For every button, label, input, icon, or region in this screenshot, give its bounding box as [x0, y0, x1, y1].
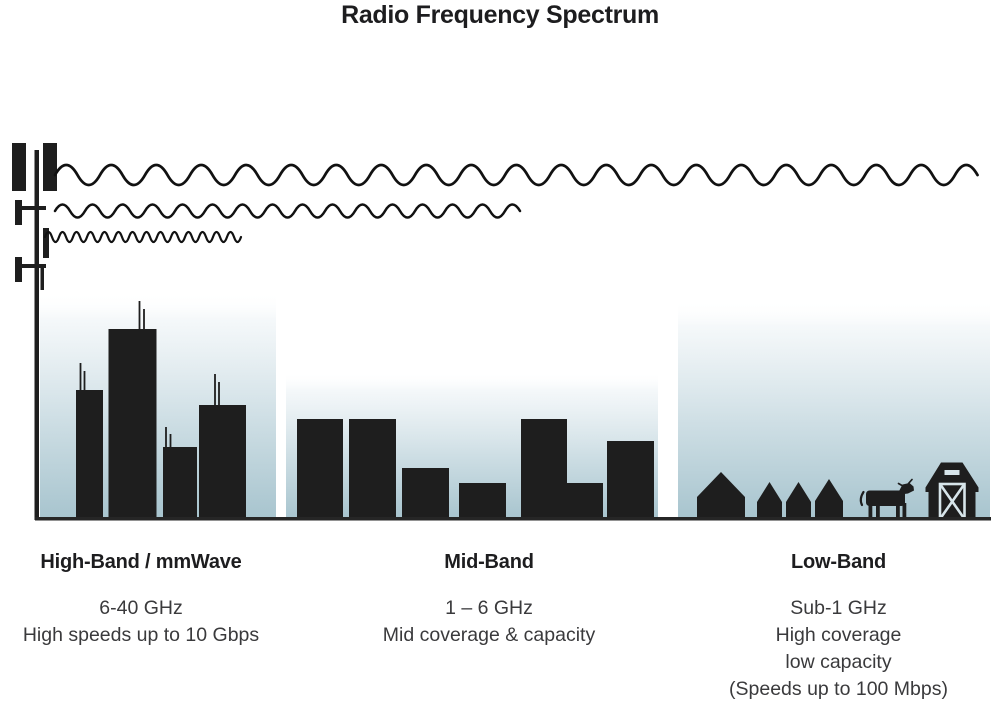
house-icon: [815, 479, 843, 520]
house-icon: [757, 482, 782, 520]
rooftop-antennas: [79, 301, 220, 448]
house-icon: [786, 482, 811, 520]
high-band-frequency: 6-40 GHz: [99, 597, 183, 619]
building: [521, 419, 567, 520]
tower-crossarm: [17, 264, 46, 268]
tower-crossarm: [17, 206, 46, 210]
antenna-panel: [12, 143, 26, 191]
antenna-panel: [43, 143, 57, 191]
building: [349, 419, 396, 520]
building: [297, 419, 343, 520]
mid-band-heading: Mid-Band: [444, 551, 534, 573]
skyscraper: [163, 447, 197, 520]
tower-mast: [34, 150, 39, 520]
building: [402, 468, 449, 520]
city-skyline: [76, 301, 246, 520]
low-band-heading: Low-Band: [790, 551, 887, 573]
building: [607, 441, 654, 520]
high-band-description: High speeds up to 10 Gbps: [22, 624, 260, 646]
low-band-description-2: low capacity: [785, 651, 892, 673]
ground-line: [35, 517, 991, 521]
midband-buildings: [297, 419, 654, 520]
antenna-panel-small: [15, 200, 22, 225]
cow-icon: [859, 478, 914, 520]
barn-loft-vent: [944, 470, 960, 475]
tower-stub: [40, 268, 44, 290]
radio-waves: [43, 163, 979, 244]
antenna-panel-small: [15, 257, 22, 282]
radio-wave-low-band: [53, 163, 979, 187]
section-label-low-band: Low-Band Sub-1 GHz High coverage low cap…: [718, 551, 959, 703]
section-label-high-band: High-Band / mmWave 6-40 GHz High speeds …: [21, 551, 261, 649]
radio-wave-mid-band: [53, 203, 522, 219]
cell-tower-icon: [12, 143, 57, 520]
antenna-panel-small: [43, 228, 49, 258]
low-band-frequency: Sub-1 GHz: [790, 597, 887, 619]
skyscraper: [108, 329, 157, 520]
skyscraper: [76, 390, 103, 520]
rural-scene: [697, 462, 979, 521]
high-band-heading: High-Band / mmWave: [40, 551, 242, 573]
mid-band-frequency: 1 – 6 GHz: [445, 597, 533, 619]
low-band-description-3: (Speeds up to 100 Mbps): [729, 678, 948, 700]
building: [567, 483, 603, 520]
barn-icon: [925, 462, 979, 521]
house-icon: [697, 472, 745, 520]
low-band-description-1: High coverage: [775, 624, 902, 646]
mid-band-description: Mid coverage & capacity: [382, 624, 596, 646]
section-label-mid-band: Mid-Band 1 – 6 GHz Mid coverage & capaci…: [369, 551, 609, 649]
building: [459, 483, 506, 520]
page-title: Radio Frequency Spectrum: [341, 1, 659, 29]
radio-wave-high-band: [43, 230, 243, 244]
skyscraper: [199, 405, 246, 520]
